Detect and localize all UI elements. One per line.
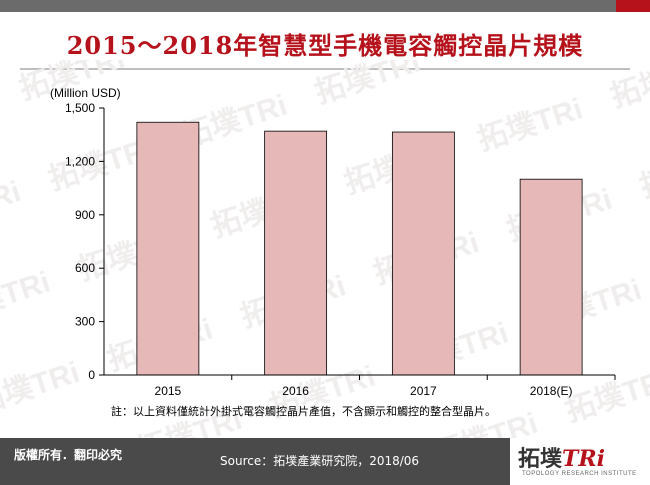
y-tick-label: 1,200 <box>65 154 95 168</box>
y-tick-label: 900 <box>75 208 95 222</box>
logo-tagline: TOPOLOGY RESEARCH INSTITUTE <box>522 471 637 477</box>
bar-2018(E) <box>519 178 583 376</box>
logo-wordmark: 拓墣TRi <box>518 441 605 473</box>
y-tick-label: 0 <box>88 368 95 382</box>
x-tick-label: 2015 <box>155 384 182 398</box>
y-tick-label: 300 <box>75 315 95 329</box>
chart-footnote: 註：以上資料僅統計外掛式電容觸控晶片產值，不含顯示和觸控的整合型晶片。 <box>111 405 496 418</box>
top-bar <box>0 0 650 12</box>
logo-brand-cn: 拓墣 <box>518 446 563 472</box>
page-title: 2015～2018年智慧型手機電容觸控晶片規模 <box>66 31 584 60</box>
logo-brand-en: TRi <box>562 446 606 472</box>
y-axis-label: (Million USD) <box>50 86 121 100</box>
source-citation: Source：拓墣產業研究院，2018/06 <box>220 454 420 468</box>
brand-logo: 拓墣TRi TOPOLOGY RESEARCH INSTITUTE <box>510 438 650 485</box>
top-bar-accent <box>616 0 650 12</box>
copyright-notice: 版權所有．翻印必究 <box>14 448 123 462</box>
y-tick-label: 600 <box>75 261 95 275</box>
y-tick-label: 1,500 <box>65 101 95 115</box>
x-tick-label: 2018(E) <box>530 384 573 398</box>
bar-2016 <box>264 130 328 376</box>
x-tick-label: 2016 <box>282 384 309 398</box>
bar-2015 <box>136 121 200 376</box>
bar-2017 <box>391 131 455 376</box>
x-tick-label: 2017 <box>410 384 437 398</box>
